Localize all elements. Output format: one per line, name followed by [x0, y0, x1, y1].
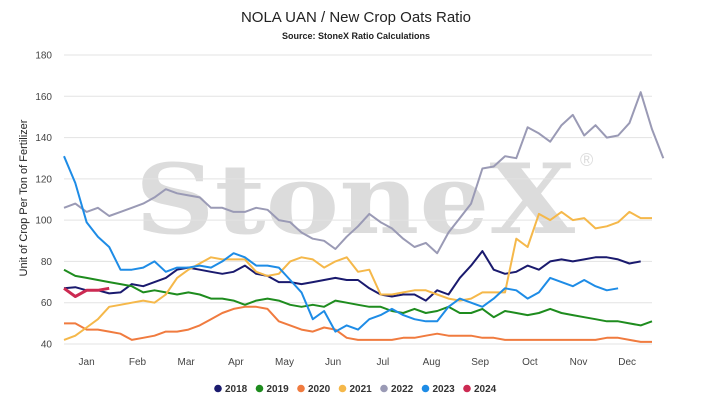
legend-marker	[421, 384, 430, 393]
legend-item-2020[interactable]: 2020	[297, 384, 331, 395]
legend-item-2022[interactable]: 2022	[380, 384, 414, 395]
chart-subtitle: Source: StoneX Ratio Calculations	[282, 31, 430, 41]
legend-marker	[338, 384, 347, 393]
x-tick-label: Mar	[178, 357, 196, 368]
legend-marker	[255, 384, 264, 393]
x-tick-label: Jun	[325, 357, 341, 368]
legend-label: 2024	[474, 384, 497, 395]
chart-title: NOLA UAN / New Crop Oats Ratio	[241, 9, 471, 26]
x-tick-label: Feb	[129, 357, 147, 368]
y-tick-label: 120	[35, 174, 52, 185]
x-tick-label: Sep	[471, 357, 489, 368]
y-tick-label: 180	[35, 51, 52, 62]
y-tick-label: 140	[35, 133, 52, 144]
y-tick-label: 160	[35, 92, 52, 103]
legend-item-2021[interactable]: 2021	[338, 384, 373, 395]
legend-marker	[380, 384, 388, 393]
x-tick-label: Aug	[423, 357, 441, 368]
y-tick-label: 80	[41, 257, 53, 268]
legend-label: 2021	[350, 384, 373, 395]
legend-marker	[214, 384, 222, 393]
x-tick-label: Jan	[79, 357, 95, 368]
series-line-2023	[63, 155, 619, 333]
legend-label: 2023	[433, 384, 456, 395]
legend-item-2023[interactable]: 2023	[421, 384, 456, 395]
legend-label: 2020	[308, 384, 331, 395]
x-tick-label: Apr	[228, 357, 244, 368]
legend-label: 2019	[267, 384, 290, 395]
y-tick-label: 100	[35, 216, 52, 227]
y-tick-label: 60	[41, 298, 53, 309]
x-tick-label: Jul	[376, 357, 389, 368]
series-line-2018	[63, 250, 641, 302]
legend-marker	[297, 384, 305, 393]
y-tick-label: 40	[41, 340, 53, 351]
series-line-2020	[64, 305, 652, 343]
legend[interactable]: 2018 2019 2020 2021 2022 2023 2024	[214, 384, 497, 395]
x-tick-labels: Jan Feb Mar Apr May Jun Jul Aug Sep Oct Nov Dec	[79, 357, 636, 368]
x-tick-label: Nov	[570, 357, 588, 368]
watermark: StoneX	[135, 143, 576, 256]
gridlines	[64, 54, 652, 345]
series-lines	[63, 91, 665, 343]
y-axis-label: Unit of Crop Per Ton of Fertilizer	[18, 119, 30, 276]
x-tick-label: May	[275, 357, 294, 368]
legend-label: 2018	[225, 384, 248, 395]
legend-marker	[463, 384, 471, 393]
legend-label: 2022	[391, 384, 414, 395]
watermark-registered: ®	[580, 150, 593, 170]
series-line-2021	[63, 210, 652, 341]
legend-item-2024[interactable]: 2024	[463, 384, 497, 395]
legend-item-2018[interactable]: 2018	[214, 384, 248, 395]
x-tick-label: Dec	[618, 357, 636, 368]
y-tick-labels: 40 60 80 100 120 140 160 180	[35, 51, 52, 351]
series-line-2024	[63, 286, 110, 298]
legend-item-2019[interactable]: 2019	[255, 384, 290, 395]
series-line-2022	[63, 91, 665, 255]
x-tick-label: Oct	[522, 357, 538, 368]
series-line-2019	[63, 268, 653, 327]
